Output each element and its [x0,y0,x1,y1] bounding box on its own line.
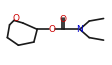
Text: N: N [76,25,83,34]
Text: O: O [49,25,56,34]
Text: O: O [60,15,67,24]
Text: O: O [12,14,19,23]
